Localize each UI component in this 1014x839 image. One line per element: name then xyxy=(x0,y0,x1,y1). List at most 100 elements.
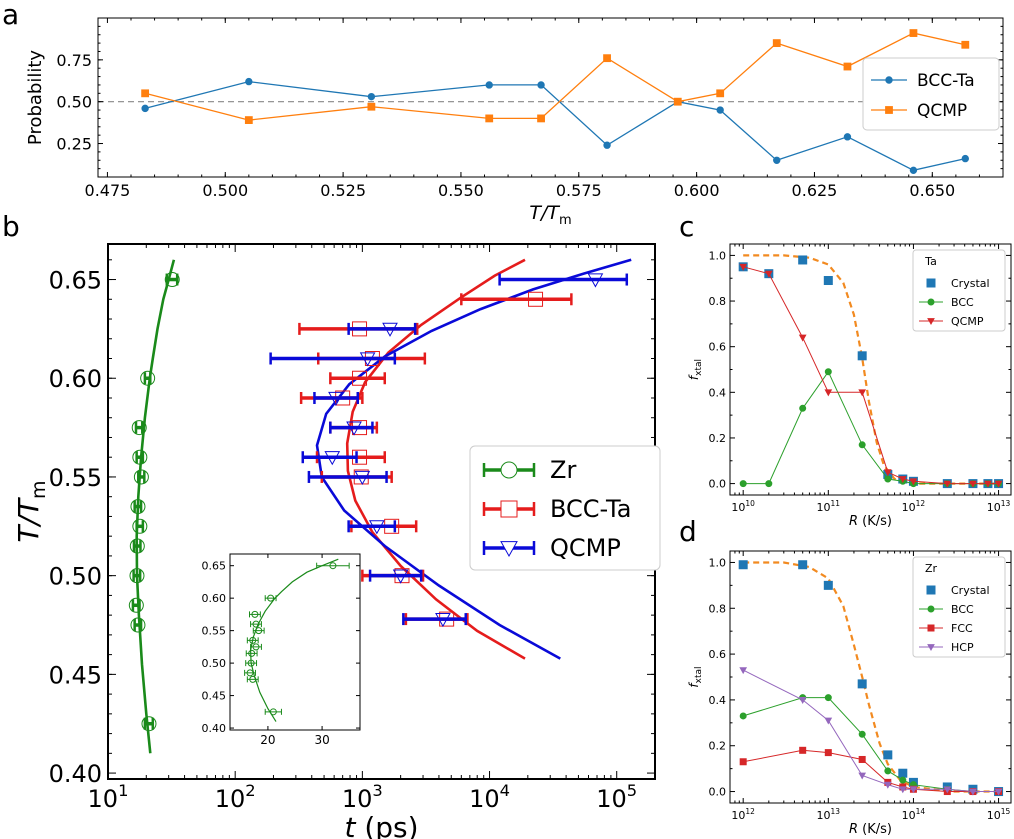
panel-a-data-point xyxy=(367,92,376,101)
panel-b-inset-data-point xyxy=(252,620,260,628)
panel-d-xlabel: R (K/s) xyxy=(849,822,892,837)
panel-b-data-point xyxy=(368,520,385,535)
panel-a-ylabel: Probability xyxy=(25,50,46,145)
panel-b-inset-ytick-label: 0.50 xyxy=(202,657,227,670)
panel-b-inset-xtick-label: 20 xyxy=(260,733,275,747)
panel-d-data-point xyxy=(738,560,748,570)
panel-b-inset-data-point xyxy=(248,649,256,657)
panel-b-inset-data-point xyxy=(252,643,260,651)
panel-d-data-point xyxy=(858,755,866,763)
panel-d-legend xyxy=(912,556,1006,658)
panel-c-data-point xyxy=(898,476,907,484)
panel-b-ytick-label: 0.45 xyxy=(49,661,102,689)
panel-b-data-point xyxy=(141,716,157,732)
panel-a-xtick-label: 0.500 xyxy=(202,181,248,200)
panel-c-data-point xyxy=(984,480,992,488)
panel-b-ytick-label: 0.40 xyxy=(49,760,102,788)
panel-label-d: d xyxy=(679,515,697,548)
panel-b-data-point xyxy=(528,291,544,307)
panel-d-ytick-label: 0.4 xyxy=(709,694,727,707)
panel-b-xtick-label: 102 xyxy=(215,781,256,813)
panel-d-data-point xyxy=(798,560,808,570)
panel-b-data-point xyxy=(133,469,149,485)
panel-a-xtick-label: 0.475 xyxy=(85,181,131,200)
panel-a-legend xyxy=(862,57,1000,131)
panel-d-xtick-label: 1015 xyxy=(987,807,1011,822)
panel-a-ytick-label: 0.25 xyxy=(56,135,92,154)
panel-a-xtick-label: 0.525 xyxy=(320,181,366,200)
panel-b-inset-xtick-label: 30 xyxy=(314,733,329,747)
panel-d-series-line xyxy=(742,669,999,792)
panel-b-legend-marker xyxy=(500,500,518,518)
panel-b-data-point xyxy=(129,568,145,584)
panel-a-series-line xyxy=(144,32,966,121)
panel-b-ytick-label: 0.60 xyxy=(49,365,102,393)
panel-d-ytick-label: 0.8 xyxy=(709,602,727,615)
panel-d-legend-label: FCC xyxy=(951,622,973,635)
panel-c-data-point xyxy=(824,368,832,376)
panel-d-xtick-label: 1013 xyxy=(817,807,841,822)
panel-d-data-point xyxy=(898,786,907,794)
panel-b-inset-ytick-label: 0.55 xyxy=(202,625,227,638)
panel-d-legend-marker xyxy=(927,624,935,632)
panel-b-inset-data-point xyxy=(249,636,257,644)
panel-a-xtick-label: 0.550 xyxy=(438,181,484,200)
panel-d-data-point xyxy=(824,717,833,725)
panel-c-ytick-label: 0.0 xyxy=(709,478,727,491)
panel-a-xtick-label: 0.600 xyxy=(674,181,720,200)
panel-d-data-point xyxy=(799,746,807,754)
panel-b-data-point xyxy=(130,499,146,515)
panel-d-chart: 1012 1013 1014 1015 0.0 0.2 0.4 0.6 0.8 1.0 R (K/s… xyxy=(687,550,1012,837)
panel-b-data-point xyxy=(382,322,398,337)
panel-d-ytick-label: 1.0 xyxy=(709,556,727,569)
panel-b-inset-data-point xyxy=(267,594,275,602)
panel-a-data-point xyxy=(245,77,253,86)
panel-a-ytick-label: 0.50 xyxy=(56,93,92,112)
panel-a-chart: 0.475 0.500 0.525 0.550 0.575 0.600 0.625 0.650… xyxy=(25,17,1004,228)
panel-a-data-point xyxy=(537,114,545,123)
panel-c-legend-label: QCMP xyxy=(951,315,984,328)
panel-a-data-point xyxy=(909,29,918,37)
panel-a-frame xyxy=(97,17,1004,178)
panel-c-ylabel: fxtal xyxy=(687,359,704,380)
panel-c-ytick-label: 0.2 xyxy=(709,432,727,445)
panel-a-legend-label: QCMP xyxy=(917,101,967,121)
panel-d-data-point xyxy=(823,580,833,590)
panel-b-data-point xyxy=(140,370,156,386)
panel-c-data-point xyxy=(824,389,833,397)
panel-a-data-point xyxy=(961,154,969,163)
panel-d-fit-curve xyxy=(743,561,999,793)
panel-b-xtick-label: 101 xyxy=(88,781,129,813)
panel-c-data-point xyxy=(858,389,867,397)
panel-b-legend-marker xyxy=(500,461,518,479)
panel-a-data-point xyxy=(961,40,970,49)
panel-d-ytick-label: 0.2 xyxy=(709,740,727,753)
panel-a-data-point xyxy=(772,39,781,48)
panel-b-legend xyxy=(469,445,661,571)
panel-a-data-point xyxy=(773,156,781,164)
panel-d-xtick-label: 1012 xyxy=(731,807,755,822)
panel-d-data-point xyxy=(798,697,807,704)
panel-d-data-point xyxy=(824,694,832,702)
panel-c-data-point xyxy=(858,441,866,449)
panel-d-legend-marker xyxy=(926,585,936,595)
panel-d-ytick-label: 0.6 xyxy=(709,648,727,661)
panel-a-data-point xyxy=(603,54,611,63)
panel-a-data-point xyxy=(244,116,253,124)
panel-b-xtick-label: 103 xyxy=(342,781,383,813)
panel-c-xlabel: R (K/s) xyxy=(849,514,892,529)
panel-c-xtick-label: 1010 xyxy=(731,499,755,514)
panel-c-data-point xyxy=(943,480,952,488)
panel-b-data-point xyxy=(352,370,368,386)
panel-d-data-point xyxy=(883,750,893,760)
panel-a-data-point xyxy=(673,97,682,106)
panel-d-data-point xyxy=(858,772,867,780)
panel-c-xtick-label: 1012 xyxy=(902,499,926,514)
panel-a-legend-marker xyxy=(885,106,893,114)
panel-b-inset-data-point xyxy=(247,659,255,667)
panel-a-data-point xyxy=(716,89,725,98)
panel-d-legend-title: Zr xyxy=(925,562,938,575)
panel-b-data-point xyxy=(392,569,409,584)
panel-c-data-point xyxy=(739,480,747,488)
panel-c-xtick-label: 1013 xyxy=(987,499,1011,514)
